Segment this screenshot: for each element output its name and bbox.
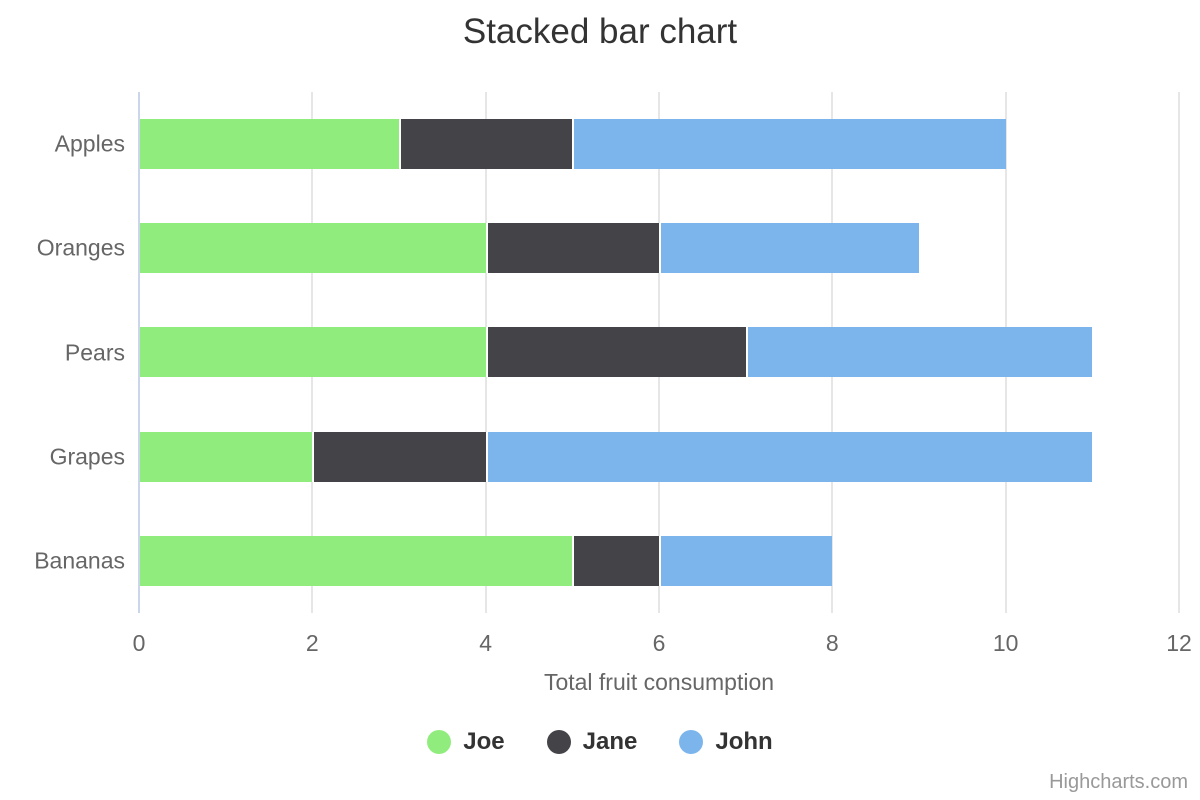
bar-segment-bananas-jane[interactable] [572, 535, 659, 586]
y-axis-line [138, 92, 140, 613]
x-tick-label-10: 10 [992, 630, 1019, 656]
bar-segment-grapes-jane[interactable] [312, 431, 486, 482]
bar-stack [139, 223, 1179, 274]
x-tick-label-8: 8 [825, 630, 839, 656]
bar-segment-bananas-john[interactable] [659, 535, 833, 586]
legend-marker-icon [546, 730, 571, 754]
bar-segment-grapes-john[interactable] [485, 431, 1093, 482]
x-tick-label-12: 12 [1166, 630, 1192, 656]
x-tick-label-2: 2 [305, 630, 319, 656]
y-axis-category-labels: Apples Oranges Pears Grapes Bananas [0, 92, 125, 613]
bar-segment-oranges-joe[interactable] [139, 223, 486, 274]
legend-item-john[interactable]: John [679, 728, 773, 756]
legend-item-jane[interactable]: Jane [546, 728, 638, 756]
bar-row-pears [139, 300, 1179, 404]
bar-row-oranges [139, 196, 1179, 300]
bar-segment-oranges-john[interactable] [659, 223, 919, 274]
category-label-grapes: Grapes [49, 443, 125, 470]
bar-row-bananas [139, 509, 1179, 613]
x-tick-label-6: 6 [652, 630, 666, 656]
x-tick-label-4: 4 [479, 630, 493, 656]
plot-area [138, 92, 1180, 613]
bar-segment-apples-jane[interactable] [399, 119, 573, 170]
bar-stack [139, 119, 1179, 170]
bar-segment-apples-john[interactable] [572, 119, 1006, 170]
category-label-pears: Pears [64, 339, 125, 365]
legend-label: Joe [463, 728, 505, 755]
bar-stack [139, 431, 1179, 482]
bar-segment-pears-joe[interactable] [139, 327, 486, 378]
bar-segment-bananas-joe[interactable] [139, 535, 573, 586]
x-tick-label-0: 0 [132, 630, 146, 656]
bar-row-grapes [139, 405, 1179, 509]
legend-label: John [715, 728, 773, 755]
bar-segment-apples-joe[interactable] [139, 119, 399, 170]
bar-segment-pears-john[interactable] [745, 327, 1093, 378]
bar-row-apples [139, 92, 1179, 196]
credits-link[interactable]: Highcharts.com [1049, 771, 1188, 793]
legend-marker-icon [427, 730, 452, 754]
chart-title: Stacked bar chart [462, 12, 738, 51]
gridline [1178, 92, 1180, 613]
category-label-apples: Apples [54, 130, 125, 157]
legend: Joe Jane John [0, 728, 1200, 756]
category-label-bananas: Bananas [34, 547, 125, 574]
x-axis-tick-labels: 0 2 4 6 8 10 12 [133, 630, 1192, 660]
category-label-oranges: Oranges [36, 234, 125, 261]
x-axis-title: Total fruit consumption [543, 669, 775, 695]
bar-stack [139, 535, 1179, 586]
legend-label: Jane [582, 728, 638, 755]
legend-item-joe[interactable]: Joe [427, 728, 505, 756]
bar-segment-grapes-joe[interactable] [139, 431, 313, 482]
bar-stack [139, 327, 1179, 378]
bar-segment-pears-jane[interactable] [485, 327, 746, 378]
legend-marker-icon [679, 730, 704, 754]
bar-segment-oranges-jane[interactable] [485, 223, 659, 274]
